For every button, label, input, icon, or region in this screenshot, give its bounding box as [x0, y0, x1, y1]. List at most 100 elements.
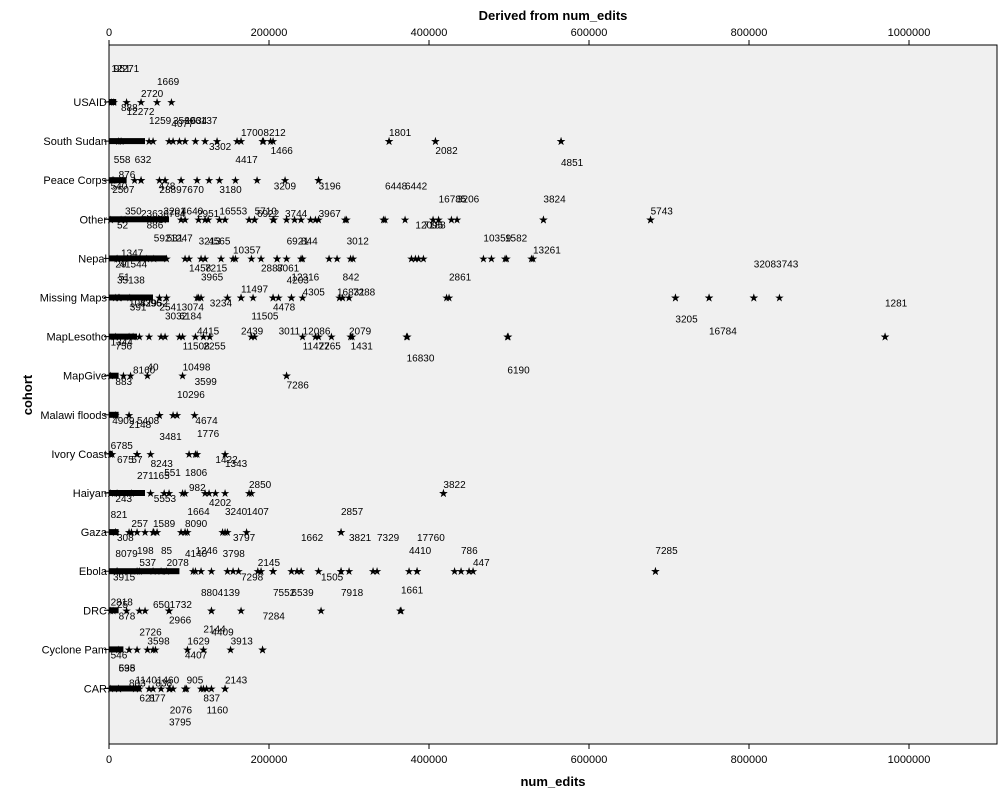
- outlier-label: 2857: [341, 507, 364, 518]
- outlier-label: 675: [117, 455, 134, 466]
- outlier-label: 350: [125, 206, 142, 217]
- outlier-label: 951: [114, 64, 131, 75]
- bottom-x-tick-label: 200000: [251, 754, 288, 766]
- top-x-tick-label: 0: [106, 27, 112, 39]
- outlier-label: 391: [130, 303, 147, 314]
- outlier-label: 1662: [301, 533, 324, 544]
- outlier-star: ★: [114, 683, 124, 696]
- top-x-axis: 0 200000 400000 600000 800000 1000000: [106, 27, 930, 45]
- outlier-star: ★: [214, 174, 224, 187]
- outlier-label: 6922: [257, 209, 280, 220]
- outlier-label: 4407: [185, 651, 208, 662]
- outlier-label: 7215: [205, 263, 228, 274]
- outlier-label: 1344: [111, 338, 134, 349]
- outlier-star: ★: [166, 96, 176, 109]
- outlier-star: ★: [402, 331, 412, 344]
- outlier-star: ★: [190, 448, 200, 461]
- outlier-label: 16785: [439, 194, 467, 205]
- outlier-star: ★: [110, 292, 120, 305]
- outlier-label: 51: [119, 273, 131, 284]
- outlier-star: ★: [236, 292, 246, 305]
- outlier-star: ★: [430, 135, 440, 148]
- outlier-star: ★: [168, 409, 178, 422]
- outlier-label: 2720: [141, 89, 164, 100]
- outlier-label: 4478: [273, 303, 296, 314]
- y-tick-label: MapLesotho: [46, 332, 107, 344]
- outlier-star: ★: [124, 409, 134, 422]
- outlier-star: ★: [290, 213, 300, 226]
- outlier-star: ★: [268, 565, 278, 578]
- cohort-series: ★ ★ ★ ★ ★ ★ ★ ★ ★ ★★ ★ ★ ★★ ★ ★ ★ ★ ★ ★ ★ ★★ ★★10829526184225…: [109, 299, 908, 377]
- outlier-label: 85: [161, 546, 173, 557]
- outlier-star: ★: [282, 370, 292, 383]
- dense-outlier-band: [109, 216, 169, 223]
- y-tick-label: Malawi floods: [40, 410, 107, 422]
- outlier-label: 7188: [423, 220, 446, 231]
- outlier-label: 10359: [483, 233, 511, 244]
- outlier-label: 271165: [137, 471, 170, 482]
- outlier-label: 6501732: [153, 600, 192, 611]
- outlier-label: 8079: [115, 549, 138, 560]
- outlier-label: 803: [129, 678, 146, 689]
- outlier-label: 877: [149, 694, 166, 705]
- outlier-star: ★: [142, 370, 152, 383]
- outlier-star: ★: [400, 213, 410, 226]
- outlier-label: 1801: [389, 128, 412, 139]
- outlier-label: 3598: [147, 636, 170, 647]
- outlier-label: 1776: [197, 429, 220, 440]
- outlier-star: ★: [206, 565, 216, 578]
- outlier-star: ★: [646, 213, 656, 226]
- outlier-star: ★: [134, 331, 144, 344]
- outlier-label: 7918: [341, 588, 364, 599]
- outlier-label: 1806: [185, 468, 208, 479]
- outlier-star: ★: [274, 292, 284, 305]
- dense-outlier-band: [109, 255, 167, 262]
- outlier-label: 886: [147, 220, 164, 231]
- outlier-star: ★: [314, 331, 324, 344]
- outlier-star: ★: [220, 683, 230, 696]
- outlier-label: 4851: [561, 158, 584, 169]
- outlier-label: 35138: [117, 275, 145, 286]
- outlier-star: ★: [190, 331, 200, 344]
- outlier-star: ★: [282, 370, 292, 383]
- outlier-label: 1343: [225, 459, 248, 470]
- outlier-label: 3481: [159, 432, 182, 443]
- outlier-star: ★: [114, 292, 124, 305]
- outlier-star: ★: [124, 643, 134, 656]
- outlier-label: 4674: [195, 416, 218, 427]
- y-tick-label: South Sudan: [43, 136, 107, 148]
- outlier-label: 3913: [231, 636, 254, 647]
- outlier-label: 3032: [165, 312, 188, 323]
- outlier-label: 6190: [507, 366, 530, 377]
- outlier-star: ★: [156, 331, 166, 344]
- outlier-label: 8243: [151, 459, 174, 470]
- outlier-label: 1246: [195, 546, 218, 557]
- outlier-star: ★: [268, 213, 278, 226]
- outlier-star: ★: [268, 565, 278, 578]
- outlier-label: 883: [115, 377, 132, 388]
- outlier-star: ★: [880, 331, 890, 344]
- bottom-x-tick-label: 1000000: [888, 754, 931, 766]
- outlier-star: ★: [252, 174, 262, 187]
- outlier-star: ★: [180, 487, 190, 500]
- outlier-star: ★: [132, 448, 142, 461]
- outlier-star: ★: [206, 683, 216, 696]
- outlier-star: ★: [272, 252, 282, 265]
- outlier-label: 540: [111, 181, 128, 192]
- outlier-star: ★: [372, 565, 382, 578]
- x-axis-title: num_edits: [520, 774, 585, 789]
- outlier-star: ★: [250, 213, 260, 226]
- outlier-label: 4640: [181, 206, 204, 217]
- outlier-label: 7288: [353, 287, 376, 298]
- outlier-label: 558: [114, 155, 131, 166]
- outlier-star: ★: [347, 331, 357, 344]
- outlier-star: ★: [126, 526, 136, 539]
- outlier-label: 1422: [215, 455, 238, 466]
- data-marks: ★ ★ ★ ★ ★ ★ 951 1669 12272 4077 12271 2720 ★ ★ ★ ★ ★ ★ ★ ★ ★…: [106, 64, 908, 729]
- outlier-label: 3824: [543, 194, 566, 205]
- outlier-star: ★: [149, 526, 159, 539]
- outlier-label: 5921247: [154, 233, 193, 244]
- outlier-star: ★: [112, 487, 122, 500]
